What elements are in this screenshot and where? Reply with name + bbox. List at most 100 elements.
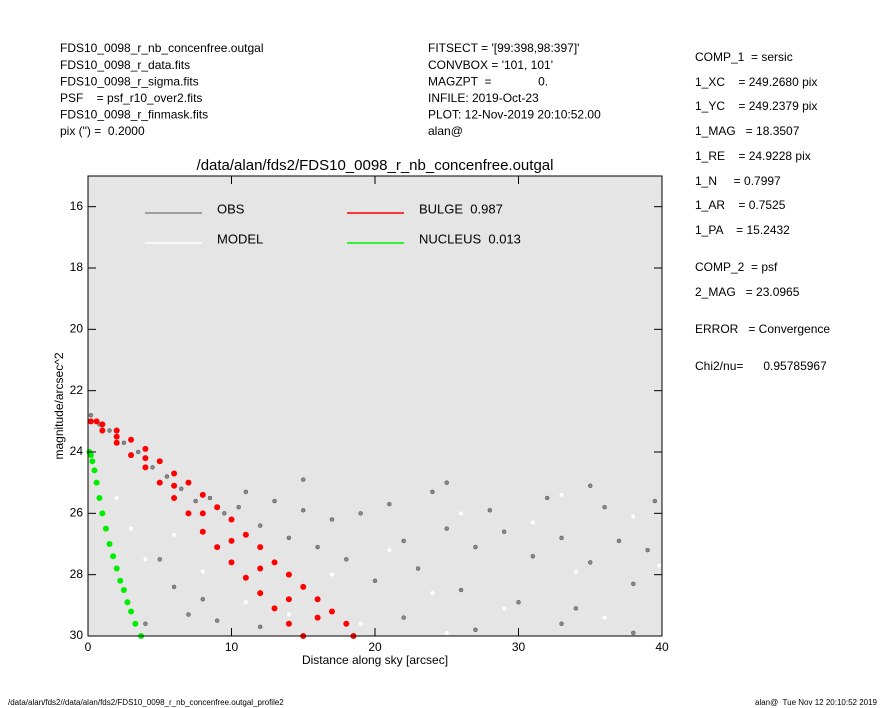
data-point [135, 449, 141, 455]
legend-label: NUCLEUS 0.013 [419, 231, 521, 246]
data-point [186, 612, 191, 617]
data-point [430, 591, 435, 596]
info-line: PSF = psf_r10_over2.fits [60, 91, 202, 105]
data-point [199, 528, 206, 535]
data-point [193, 498, 198, 504]
x-axis-label: Distance along sky [arcsec] [302, 653, 448, 667]
info-line: 1_N = 0.7997 [695, 174, 781, 188]
data-point [87, 452, 94, 459]
data-point [257, 590, 264, 597]
data-point [271, 605, 278, 612]
data-point [573, 569, 578, 574]
data-point [242, 531, 249, 538]
data-point [458, 587, 464, 593]
info-line: alan@ [428, 124, 463, 138]
data-point [328, 608, 335, 615]
data-point [113, 439, 120, 446]
y-axis-label: magnitude/arcsec^2 [52, 352, 66, 459]
data-point [272, 498, 277, 504]
data-point [142, 455, 149, 462]
info-line: FDS10_0098_r_sigma.fits [60, 74, 199, 88]
data-point [652, 498, 658, 504]
data-point [128, 452, 135, 459]
data-point [573, 606, 579, 611]
data-point [93, 418, 100, 425]
data-point [179, 486, 184, 492]
info-line: 1_MAG = 18.3507 [695, 124, 800, 138]
data-point [157, 557, 162, 562]
data-point [257, 565, 264, 572]
data-point [530, 554, 536, 559]
data-point [171, 495, 178, 501]
data-point [559, 621, 564, 626]
data-point [602, 615, 607, 620]
plot-marks [86, 412, 662, 639]
data-point [214, 618, 220, 623]
data-point [459, 511, 464, 516]
info-line: 2_MAG = 23.0965 [695, 285, 800, 299]
info-line: INFILE: 2019-Oct-23 [428, 91, 539, 105]
data-point [559, 535, 564, 541]
data-point [516, 600, 521, 605]
data-point [473, 544, 478, 550]
data-point [387, 548, 392, 553]
x-tick-label: 20 [368, 640, 382, 654]
data-point [117, 577, 124, 584]
data-point [150, 465, 155, 470]
data-point [257, 544, 264, 551]
data-point [430, 489, 435, 495]
data-point [645, 547, 650, 553]
data-point [142, 464, 149, 471]
info-line: 1_AR = 0.7525 [695, 198, 786, 212]
info-line: MAGZPT = 0. [428, 74, 548, 88]
legend-label: BULGE 0.987 [419, 201, 503, 216]
data-point [487, 508, 493, 513]
data-point [114, 496, 119, 500]
data-point [200, 596, 206, 602]
data-point [200, 569, 205, 574]
data-point [199, 510, 206, 517]
data-point [124, 599, 131, 606]
data-point [257, 523, 263, 528]
data-point [113, 433, 120, 440]
data-point [102, 525, 109, 532]
data-point [143, 621, 148, 626]
data-point [93, 479, 100, 486]
data-point [228, 516, 235, 523]
info-line: FITSECT = '[99:398,98:397]' [428, 41, 579, 55]
data-point [301, 508, 306, 513]
y-tick-label: 16 [70, 199, 84, 213]
footer-right: alan@ Tue Nov 12 20:10:52 2019 [755, 698, 878, 707]
plot-frame [87, 175, 663, 637]
data-point [300, 583, 307, 590]
info-line: 1_YC = 249.2379 pix [695, 99, 817, 113]
data-point [185, 479, 192, 486]
data-point [444, 526, 449, 531]
data-point [444, 480, 449, 485]
data-point [199, 491, 206, 498]
legend-label: MODEL [217, 231, 263, 246]
data-point [631, 581, 636, 587]
data-point [171, 584, 177, 590]
data-point [329, 572, 334, 577]
data-point [142, 445, 149, 452]
data-point [110, 553, 117, 560]
data-point [171, 482, 178, 489]
data-point [96, 495, 103, 501]
data-point [222, 511, 227, 516]
data-point [314, 596, 321, 603]
data-point [242, 574, 249, 581]
data-point [616, 538, 622, 544]
data-point [128, 436, 135, 443]
data-point [156, 479, 163, 486]
data-point [544, 495, 550, 501]
data-point [631, 514, 636, 519]
x-tick-label: 40 [655, 640, 669, 654]
data-point [358, 511, 363, 516]
y-tick-label: 28 [70, 567, 84, 581]
data-point [120, 587, 127, 593]
info-line: Chi2/nu= 0.95785967 [695, 359, 827, 373]
info-line: FDS10_0098_r_nb_concenfree.outgal [60, 41, 263, 55]
y-tick-label: 30 [70, 628, 84, 642]
data-point [329, 517, 335, 522]
